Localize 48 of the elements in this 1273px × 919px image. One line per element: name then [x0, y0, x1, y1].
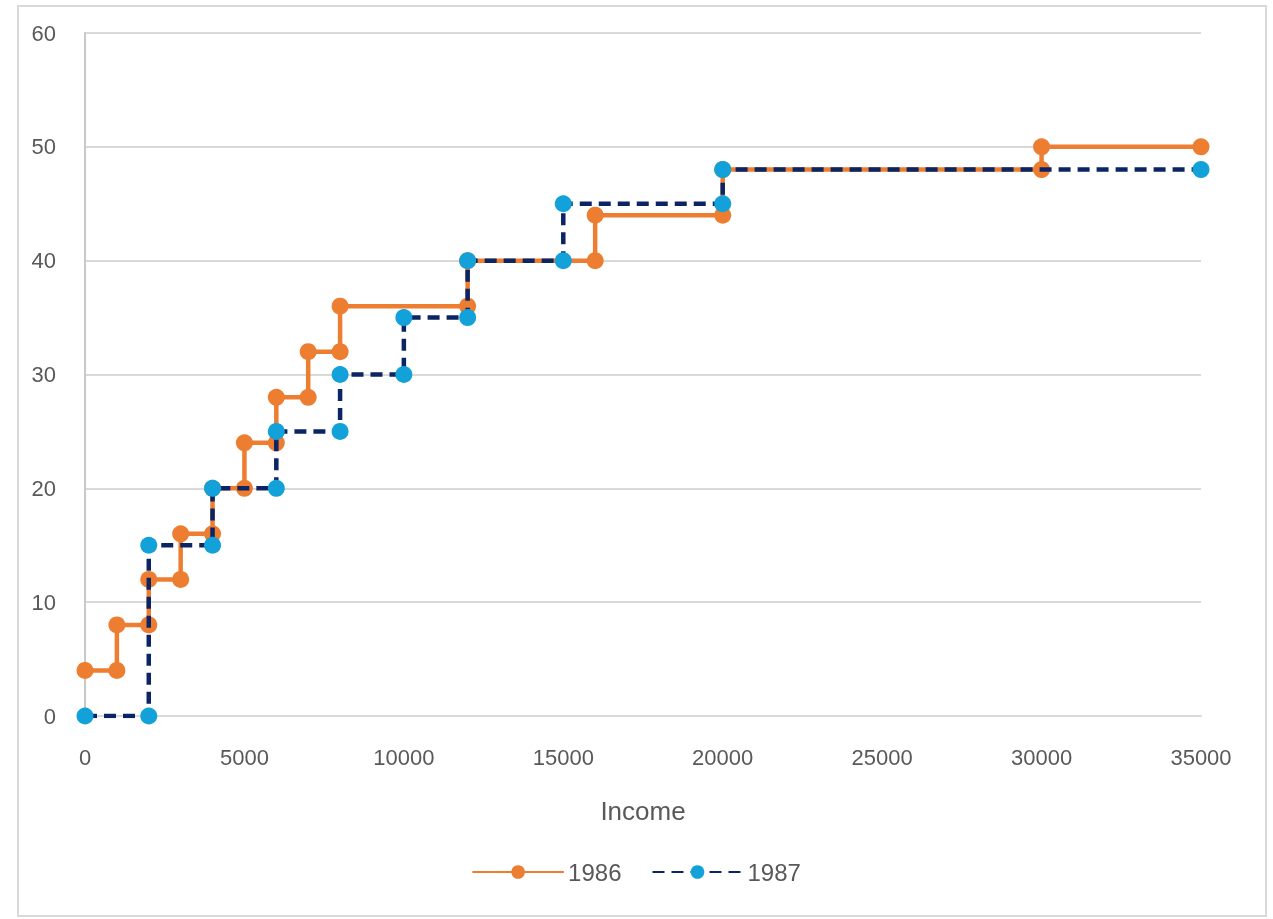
- y-tick-label: 0: [43, 703, 56, 729]
- point: [172, 525, 190, 543]
- point: [140, 707, 158, 725]
- point: [331, 297, 349, 315]
- x-tick-label: 15000: [532, 744, 594, 770]
- y-tick-label: 20: [31, 475, 56, 501]
- point: [267, 422, 285, 440]
- point: [554, 195, 572, 213]
- point: [299, 343, 317, 361]
- point: [267, 388, 285, 406]
- point: [554, 252, 572, 270]
- point: [1192, 138, 1210, 156]
- point: [76, 661, 94, 679]
- y-tick-label: 50: [31, 134, 56, 160]
- y-tick-label: 40: [31, 248, 56, 274]
- point: [1033, 138, 1051, 156]
- x-axis-title: Income: [600, 796, 686, 826]
- point: [204, 536, 222, 554]
- point: [140, 536, 158, 554]
- point: [395, 309, 413, 327]
- point: [76, 707, 94, 725]
- point: [1192, 161, 1210, 179]
- point: [586, 252, 604, 270]
- x-tick-label: 25000: [851, 744, 913, 770]
- point: [172, 570, 190, 588]
- x-tick-label: 35000: [1170, 744, 1232, 770]
- point: [235, 434, 253, 452]
- point: [586, 206, 604, 224]
- point: [299, 388, 317, 406]
- point: [331, 343, 349, 361]
- legend-label: 1987: [747, 858, 801, 886]
- y-tick-label: 60: [31, 20, 56, 46]
- legend-label: 1986: [568, 858, 622, 886]
- point: [267, 479, 285, 497]
- x-tick-label: 0: [78, 744, 92, 770]
- x-tick-label: 20000: [692, 744, 754, 770]
- x-tick-label: 5000: [219, 744, 269, 770]
- y-tick-label: 10: [31, 589, 56, 615]
- x-tick-label: 30000: [1010, 744, 1073, 770]
- point: [395, 366, 413, 383]
- point: [108, 661, 126, 679]
- point: [331, 422, 349, 440]
- y-tick-label: 30: [31, 362, 56, 387]
- point: [459, 309, 477, 327]
- point: [108, 616, 126, 634]
- point: [714, 195, 732, 213]
- point: [331, 366, 349, 383]
- x-tick-label: 10000: [373, 744, 435, 770]
